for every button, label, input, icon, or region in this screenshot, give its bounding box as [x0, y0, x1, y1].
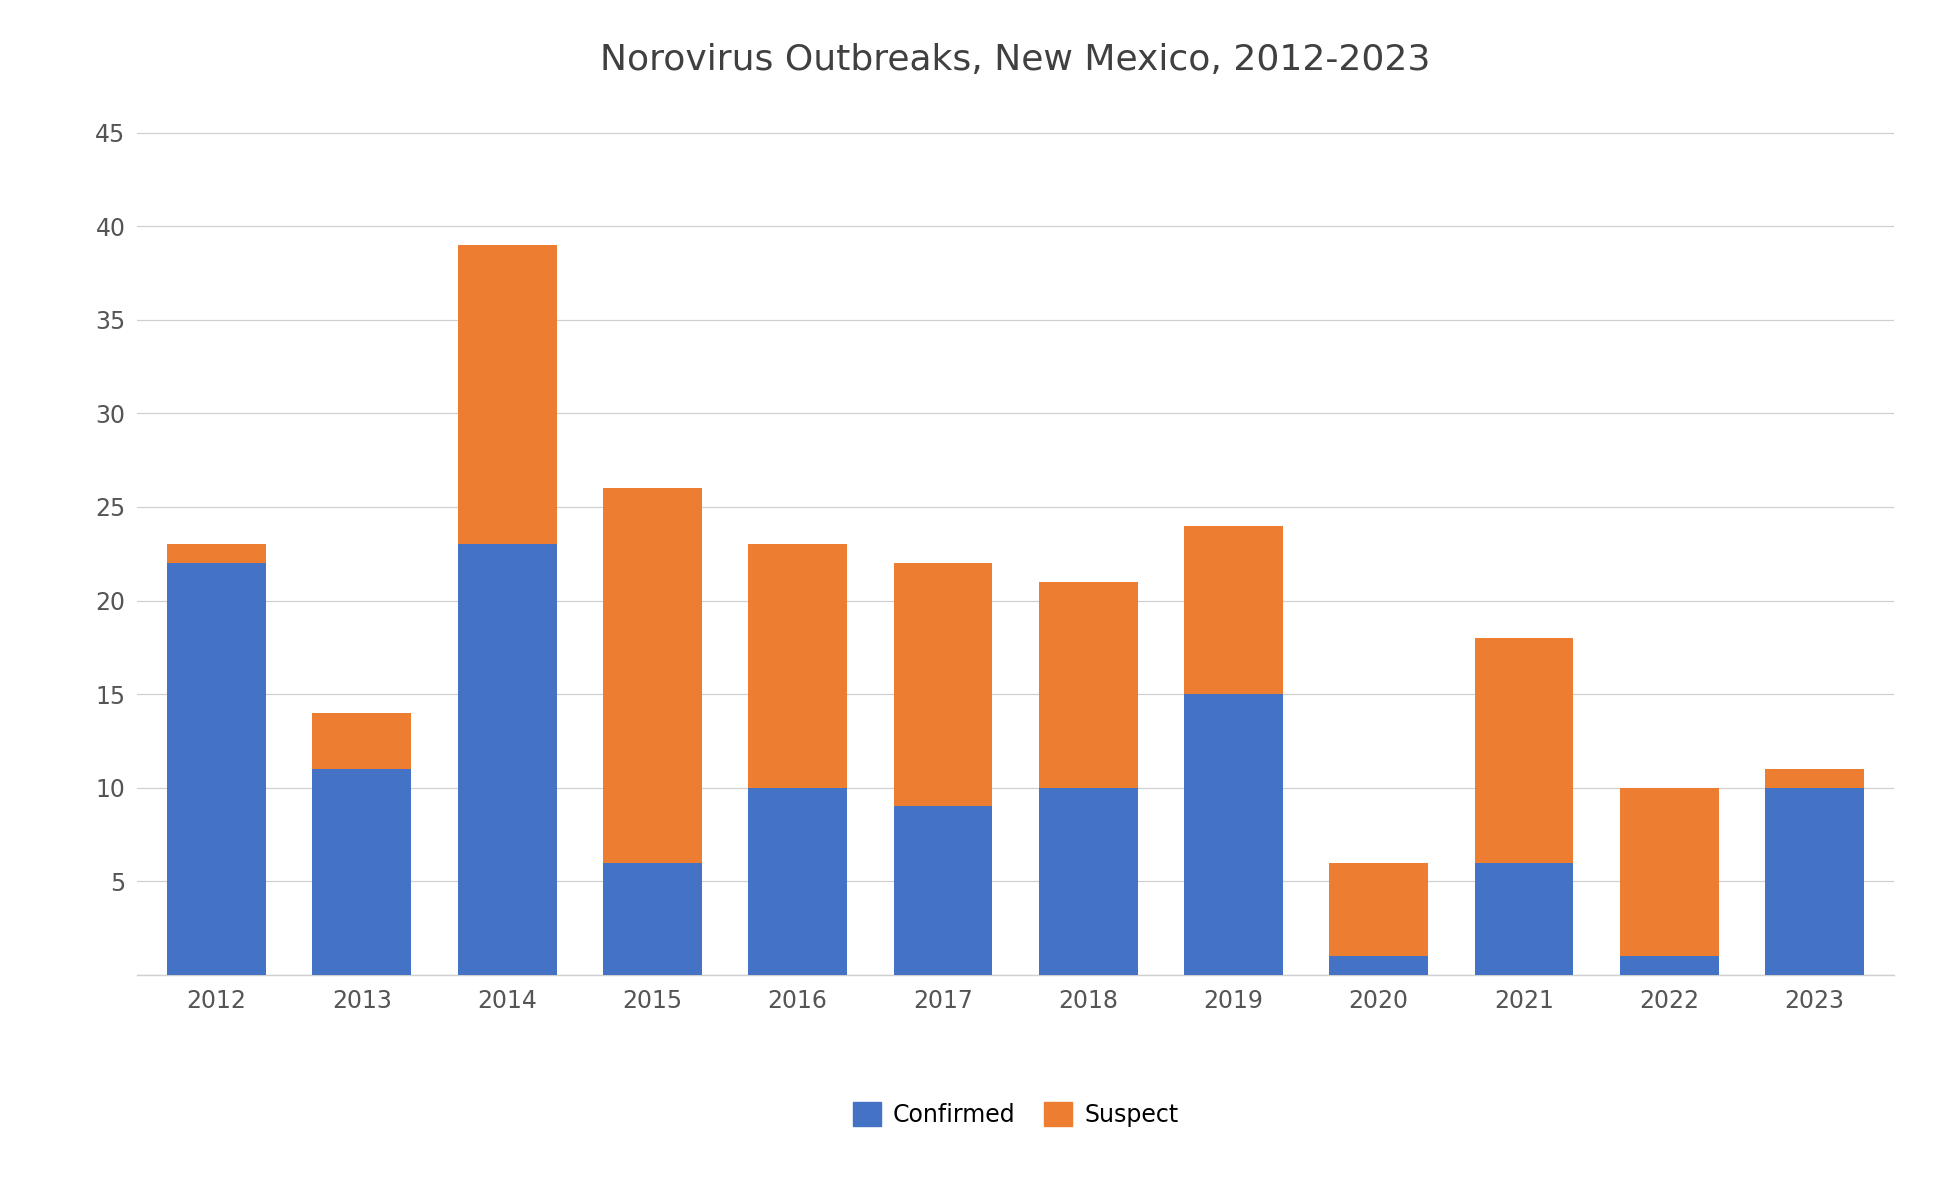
Bar	[168, 564, 266, 975]
Legend: Confirmed, Suspect: Confirmed, Suspect	[844, 1093, 1187, 1137]
Bar	[1039, 788, 1137, 975]
Bar	[168, 545, 266, 564]
Bar	[894, 806, 992, 975]
Bar	[312, 769, 412, 975]
Title: Norovirus Outbreaks, New Mexico, 2012-2023: Norovirus Outbreaks, New Mexico, 2012-20…	[600, 43, 1432, 77]
Bar	[603, 863, 701, 975]
Bar	[1330, 863, 1428, 956]
Bar	[748, 545, 848, 788]
Bar	[1766, 788, 1863, 975]
Bar	[1766, 769, 1863, 788]
Bar	[1039, 581, 1137, 788]
Bar	[748, 788, 848, 975]
Bar	[1184, 694, 1283, 975]
Bar	[1619, 788, 1719, 956]
Bar	[603, 489, 701, 863]
Bar	[1330, 956, 1428, 975]
Bar	[457, 545, 557, 975]
Bar	[1475, 863, 1574, 975]
Bar	[1184, 526, 1283, 694]
Bar	[894, 564, 992, 806]
Bar	[312, 713, 412, 769]
Bar	[1619, 956, 1719, 975]
Bar	[457, 245, 557, 545]
Bar	[1475, 638, 1574, 863]
